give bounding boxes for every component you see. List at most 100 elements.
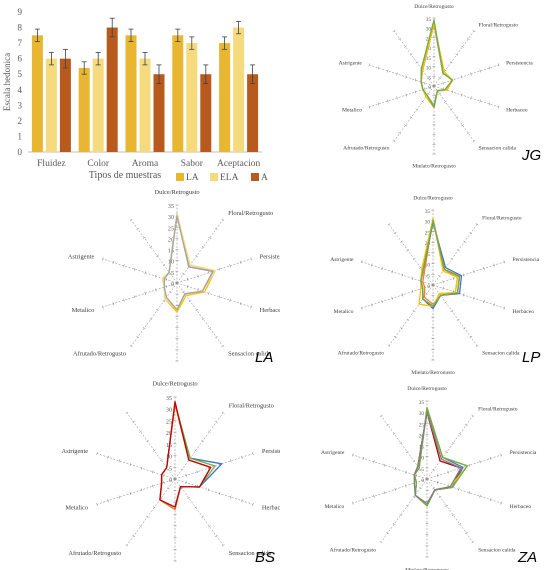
radar-axis-label: Astrigente (61, 448, 88, 455)
radar-title: JG (521, 147, 542, 164)
radar-spoke (426, 478, 474, 543)
radar-tick (393, 335, 397, 339)
radar-tick (96, 502, 98, 506)
radar-tick (442, 286, 444, 290)
radar-tick (136, 227, 140, 230)
radar-tick-label: 0 (169, 478, 172, 484)
radar-axis-label: Mielato/Retrogusto (411, 370, 455, 374)
radar-tick (464, 423, 468, 426)
radar-tick (118, 495, 120, 499)
radar-axis-label: Persistencia (260, 253, 280, 260)
radar-tick-label: 5 (421, 467, 424, 473)
x-tick-label: Fluidez (37, 159, 66, 169)
radar-title: LP (522, 349, 540, 366)
radar-chart-za: Dulce/Retrogusto Floral/Retrogusto Persist… (321, 386, 537, 570)
radar-tick (152, 470, 154, 474)
radar-series-line (159, 401, 212, 508)
y-tick-label: 8 (18, 23, 23, 33)
radar-tick-label: 35 (425, 209, 431, 215)
radar-tick (239, 302, 242, 306)
legend-swatch (210, 173, 218, 181)
radar-tick (214, 227, 218, 230)
radar-tick (419, 266, 422, 269)
bar-la (172, 35, 184, 153)
radar-tick (155, 288, 157, 292)
radar-tick (165, 278, 168, 282)
radar-tick-label: 25 (419, 422, 425, 428)
radar-spoke (380, 415, 428, 480)
legend-swatch (251, 173, 259, 181)
radar-tick-label: 35 (168, 204, 174, 210)
radar-tick (230, 459, 232, 463)
bar-a (59, 58, 71, 152)
radar-tick (471, 414, 475, 417)
radar-tick-label: 20 (166, 431, 172, 437)
radar-tick (352, 501, 354, 505)
radar-axis-label: Mielato/Retrogusto (405, 568, 449, 570)
radar-tick (409, 53, 413, 56)
radar-axis-label: Dulce/Retrogusto (152, 381, 197, 388)
y-tick-label: 7 (18, 38, 23, 48)
bar-a (106, 27, 118, 152)
radar-tick (252, 502, 254, 506)
radar-axis-label: Sensacion calida (229, 550, 272, 557)
radar-tick (387, 69, 389, 73)
radar-spoke (433, 85, 475, 142)
x-tick-label: Color (87, 159, 109, 169)
radar-tick (368, 63, 371, 67)
radar-spoke (426, 454, 502, 480)
radar-tick-label: 15 (168, 249, 174, 255)
radar-tick (383, 491, 386, 495)
radar-tick (221, 544, 225, 547)
radar-tick (479, 99, 481, 103)
radar-tick-label: 5 (171, 271, 174, 277)
radar-tick (432, 468, 435, 472)
radar-tick (442, 280, 444, 284)
radar-spoke (432, 224, 478, 286)
radar-tick (400, 240, 403, 243)
radar-tick (488, 102, 491, 106)
radar-tick (452, 276, 455, 280)
radar-tick (468, 463, 471, 467)
radar-tick (412, 309, 416, 313)
radar-tick (468, 491, 471, 495)
radar-tick (404, 124, 407, 127)
radar-axis-label: Persistencia (512, 257, 539, 263)
y-tick-label: 9 (18, 7, 23, 17)
radar-tick (208, 525, 211, 528)
radar-axis-label: Metalico (324, 504, 344, 510)
radar-tick (392, 139, 396, 143)
radar-tick (139, 430, 142, 433)
bar-la (31, 35, 43, 153)
radar-tick (479, 494, 481, 498)
radar-tick (399, 441, 403, 445)
radar-axis-label: Astrigente (321, 450, 345, 456)
radar-tick-label: 10 (425, 263, 431, 269)
radar-tick (393, 231, 397, 235)
radar-chart-bs: Dulce/Retrogusto Floral/Retrogusto Persist… (61, 381, 280, 566)
bar-ela (92, 58, 104, 152)
radar-tick (412, 257, 416, 261)
radar-tick (414, 78, 417, 82)
radar-tick (394, 487, 396, 491)
radar-tick-label: 5 (427, 273, 430, 279)
radar-tick (405, 93, 407, 97)
radar-axis-label: Persistencia (510, 450, 537, 456)
radar-axis-label: Metalico (334, 309, 354, 315)
radar-spoke (174, 453, 254, 480)
radar-tick (360, 306, 363, 310)
radar-axis-label: Dulce/Retrogusto (413, 195, 453, 201)
radar-spoke (174, 478, 224, 546)
radar-tick (483, 300, 485, 304)
radar-tick (497, 105, 500, 109)
radar-tick (387, 99, 389, 103)
radar-tick (450, 257, 454, 261)
radar-axis-label: Afrutado/Retrogusto (343, 144, 389, 151)
radar-axis-label: Floral/Retrogusto (478, 407, 518, 413)
radar-tick (473, 296, 475, 300)
radar-spoke (130, 219, 178, 284)
radar-tick (155, 274, 157, 278)
radar-tick (377, 102, 380, 106)
radar-tick (142, 236, 146, 240)
radar-axis-label: Dulce/Retrogusto (407, 386, 447, 392)
